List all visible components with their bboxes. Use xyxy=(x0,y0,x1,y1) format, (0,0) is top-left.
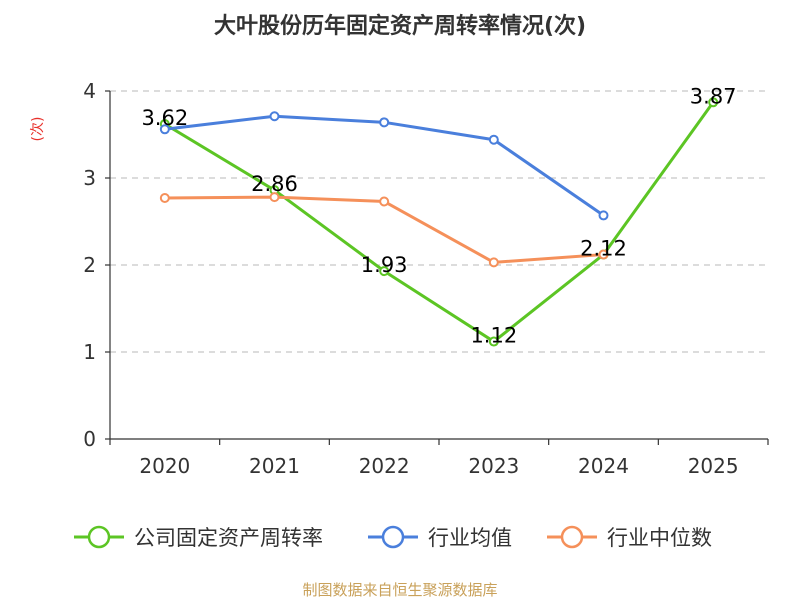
legend-item[interactable]: 公司固定资产周转率 xyxy=(74,525,323,550)
y-tick-label: 4 xyxy=(83,79,96,103)
data-label: 2.12 xyxy=(580,237,627,261)
y-tick-label: 0 xyxy=(83,427,96,451)
data-point[interactable] xyxy=(269,111,280,122)
x-tick-label: 2024 xyxy=(578,454,629,478)
legend[interactable]: 公司固定资产周转率 行业均值 行业中位数 xyxy=(74,525,712,550)
data-point[interactable] xyxy=(488,336,499,347)
y-tick-label: 1 xyxy=(83,340,96,364)
x-tick-label: 2021 xyxy=(249,454,300,478)
data-label: 2.86 xyxy=(251,172,298,196)
legend-item[interactable]: 行业均值 xyxy=(368,525,512,550)
legend-marker xyxy=(87,525,111,549)
x-tick-label: 2023 xyxy=(468,454,519,478)
data-point[interactable] xyxy=(708,97,719,108)
data-point[interactable] xyxy=(488,257,499,268)
legend-label: 公司固定资产周转率 xyxy=(134,526,323,550)
y-axis-label: (次) xyxy=(30,117,46,142)
y-tick-label: 3 xyxy=(83,166,96,190)
series-2 xyxy=(159,192,609,268)
y-tick-label: 2 xyxy=(83,253,96,277)
data-point[interactable] xyxy=(159,193,170,204)
series-1 xyxy=(159,111,609,221)
x-tick-label: 2025 xyxy=(688,454,739,478)
x-tick-label: 2022 xyxy=(359,454,410,478)
data-point[interactable] xyxy=(598,210,609,221)
legend-item[interactable]: 行业中位数 xyxy=(547,525,712,550)
legend-label: 行业均值 xyxy=(428,526,512,550)
series-layer xyxy=(159,97,719,347)
data-point[interactable] xyxy=(379,196,390,207)
x-tick-label: 2020 xyxy=(139,454,190,478)
series-0 xyxy=(159,97,719,347)
legend-label: 行业中位数 xyxy=(607,526,712,550)
data-label: 1.12 xyxy=(470,324,517,348)
data-point[interactable] xyxy=(598,249,609,260)
data-point[interactable] xyxy=(379,266,390,277)
data-labels: 3.62 2.86 1.93 1.12 2.12 3.87 xyxy=(141,84,736,347)
legend-marker xyxy=(560,525,584,549)
data-point[interactable] xyxy=(159,124,170,135)
axes: 0 1 2 3 4 2020 2021 2022 2023 2024 2025 xyxy=(83,79,769,478)
series-line xyxy=(164,101,715,344)
data-label: 1.93 xyxy=(361,253,408,277)
data-label: 3.62 xyxy=(141,106,188,130)
data-point[interactable] xyxy=(488,134,499,145)
data-label: 3.87 xyxy=(690,84,737,108)
data-point[interactable] xyxy=(269,192,280,203)
chart-title: 大叶股份历年固定资产周转率情况(次) xyxy=(214,13,586,39)
source-note: 制图数据来自恒生聚源数据库 xyxy=(302,581,497,599)
legend-marker xyxy=(381,525,405,549)
data-point[interactable] xyxy=(379,117,390,128)
